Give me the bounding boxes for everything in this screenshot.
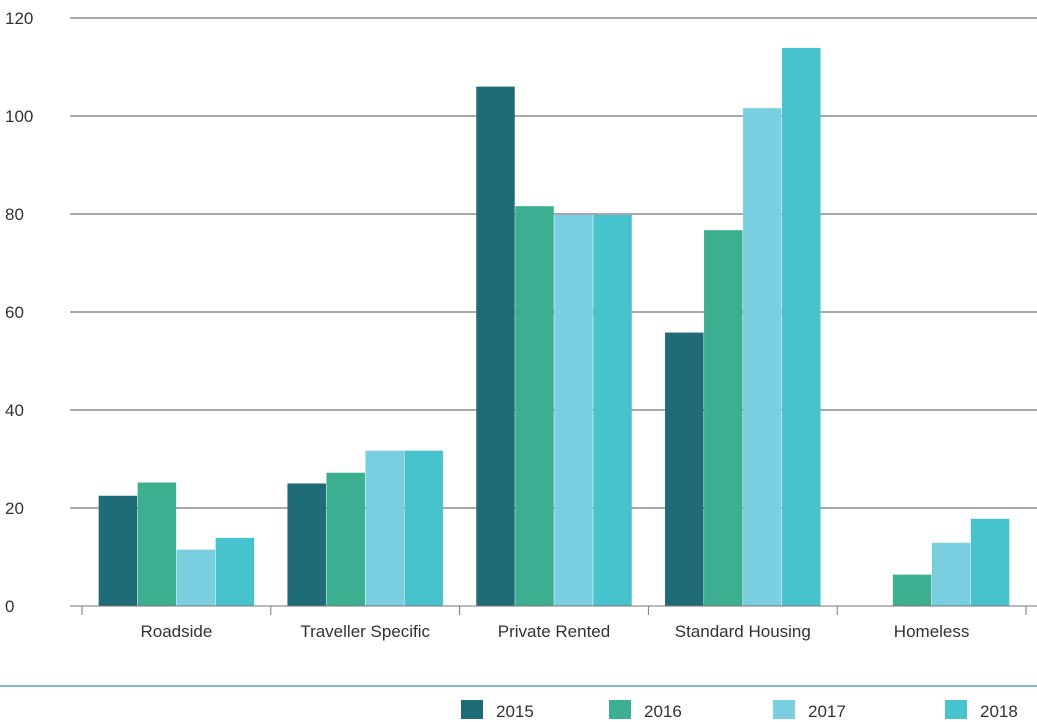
bar-2015-2 xyxy=(476,86,515,607)
bars xyxy=(98,47,1010,607)
legend: 2015 2016 2017 2018 xyxy=(461,700,1018,721)
bar-2017-0 xyxy=(176,549,216,606)
y-tick-label: 0 xyxy=(5,597,14,616)
bar-2015-3 xyxy=(665,332,704,606)
bar-2016-3 xyxy=(704,230,743,607)
bar-2018-2 xyxy=(593,214,632,607)
x-axis-category-labels: Roadside Traveller Specific Private Rented… xyxy=(140,622,969,641)
bar-2017-3 xyxy=(743,108,782,606)
bar-2017-4 xyxy=(931,542,971,606)
y-tick-label: 20 xyxy=(5,499,24,518)
y-axis-tick-labels: 0 20 40 60 80 100 120 xyxy=(5,9,33,616)
x-category-label: Homeless xyxy=(894,622,970,641)
y-tick-label: 80 xyxy=(5,205,24,224)
x-axis xyxy=(70,605,1037,615)
y-tick-label: 100 xyxy=(5,107,33,126)
bar-2018-4 xyxy=(970,518,1010,606)
legend-label-2015: 2015 xyxy=(496,702,534,721)
legend-label-2018: 2018 xyxy=(980,702,1018,721)
x-category-label: Private Rented xyxy=(498,622,610,641)
x-category-label: Standard Housing xyxy=(675,622,811,641)
bar-2015-1 xyxy=(287,483,326,606)
bar-2017-2 xyxy=(554,214,593,607)
y-tick-label: 120 xyxy=(5,9,33,28)
y-tick-label: 60 xyxy=(5,303,24,322)
bar-2018-3 xyxy=(782,47,821,606)
bar-2017-1 xyxy=(365,450,404,606)
legend-swatch-2018 xyxy=(945,700,967,719)
bar-2016-1 xyxy=(326,472,365,606)
legend-swatch-2015 xyxy=(461,700,483,719)
bar-2016-0 xyxy=(137,482,177,606)
legend-label-2016: 2016 xyxy=(644,702,682,721)
y-tick-label: 40 xyxy=(5,401,24,420)
bar-2018-1 xyxy=(404,450,443,606)
bar-2018-0 xyxy=(215,537,255,606)
bar-2016-2 xyxy=(515,206,554,606)
x-category-label: Traveller Specific xyxy=(300,622,430,641)
bar-2015-0 xyxy=(98,495,138,606)
legend-swatch-2017 xyxy=(773,700,795,719)
legend-swatch-2016 xyxy=(609,700,631,719)
x-category-label: Roadside xyxy=(140,622,212,641)
bar-2016-4 xyxy=(892,574,932,606)
legend-label-2017: 2017 xyxy=(808,702,846,721)
